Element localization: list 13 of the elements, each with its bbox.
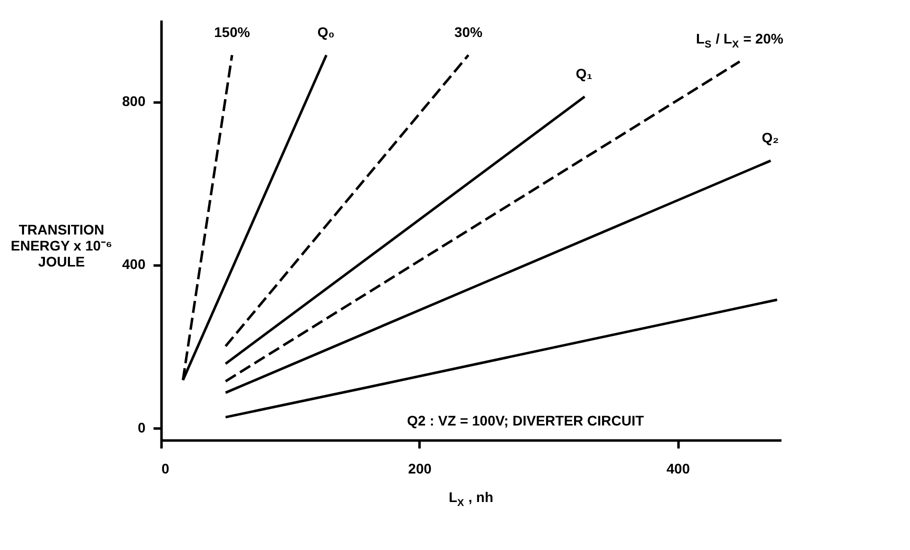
series-label: Q₁ — [576, 66, 593, 82]
x-tick-label: 200 — [408, 460, 432, 476]
x-tick-label: 400 — [666, 460, 690, 476]
series-label: Q₀ — [317, 24, 335, 40]
y-axis-title: TRANSITION ENERGY x 10⁻⁶ JOULE — [10, 222, 112, 270]
series-label: 150% — [214, 24, 250, 40]
series-label: 30% — [454, 24, 483, 40]
annotation: Q2 : VZ = 100V; DIVERTER CIRCUIT — [407, 412, 644, 429]
y-tick-label: 800 — [122, 93, 146, 110]
series-label: Q₂ — [762, 130, 779, 146]
y-tick-label: 400 — [122, 256, 146, 272]
x-tick-label: 0 — [162, 460, 170, 476]
y-tick-label: 0 — [138, 419, 146, 436]
